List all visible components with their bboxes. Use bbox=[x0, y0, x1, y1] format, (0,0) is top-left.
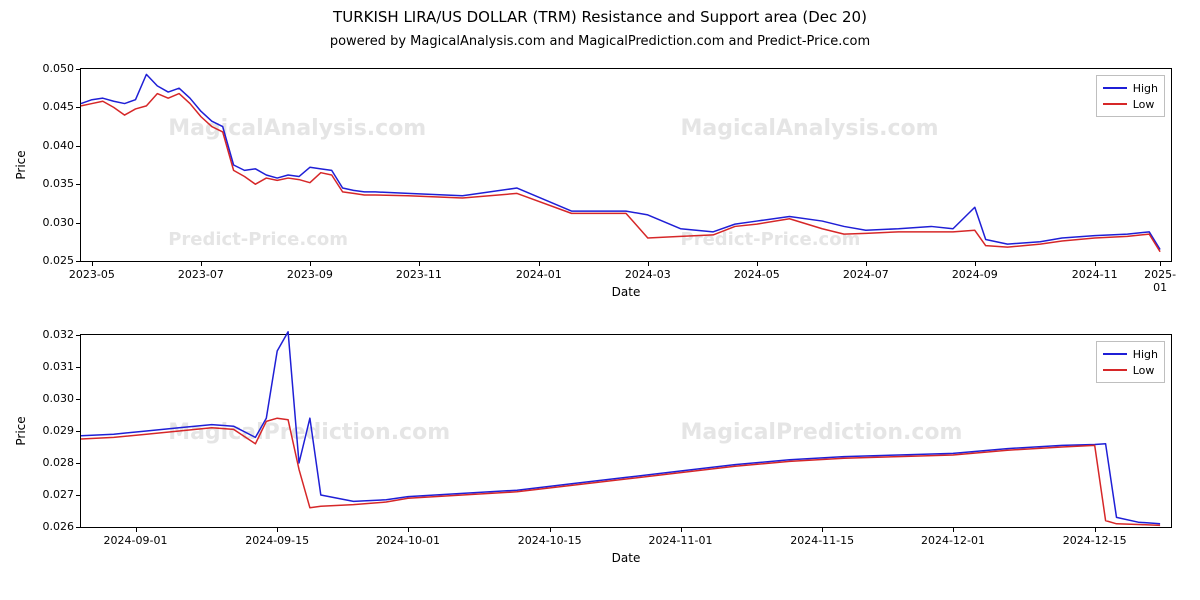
legend-line-icon bbox=[1103, 103, 1127, 105]
series-low bbox=[81, 418, 1160, 525]
xtick-mark bbox=[539, 261, 540, 266]
ytick-mark bbox=[76, 399, 81, 400]
xtick-mark bbox=[92, 261, 93, 266]
ytick-mark bbox=[76, 431, 81, 432]
xtick-label: 2024-10-01 bbox=[376, 534, 440, 547]
legend-item: High bbox=[1103, 346, 1158, 362]
legend-line-icon bbox=[1103, 369, 1127, 371]
xtick-label: 2024-01 bbox=[516, 268, 562, 281]
xtick-mark bbox=[1095, 261, 1096, 266]
ytick-label: 0.050 bbox=[26, 62, 74, 75]
ytick-mark bbox=[76, 335, 81, 336]
plot-area bbox=[81, 69, 1171, 261]
xtick-label: 2024-09-15 bbox=[245, 534, 309, 547]
xtick-mark bbox=[201, 261, 202, 266]
chart-title: TURKISH LIRA/US DOLLAR (TRM) Resistance … bbox=[0, 8, 1200, 26]
xtick-label: 2023-07 bbox=[178, 268, 224, 281]
xtick-mark bbox=[1160, 261, 1161, 266]
ytick-label: 0.045 bbox=[26, 100, 74, 113]
legend: High Low bbox=[1096, 341, 1165, 383]
plot-area bbox=[81, 335, 1171, 527]
xtick-label: 2023-11 bbox=[396, 268, 442, 281]
xtick-mark bbox=[681, 527, 682, 532]
xtick-label: 2023-05 bbox=[69, 268, 115, 281]
xtick-label: 2023-09 bbox=[287, 268, 333, 281]
xtick-label: 2024-09-01 bbox=[104, 534, 168, 547]
ytick-label: 0.035 bbox=[26, 177, 74, 190]
chart-subtitle: powered by MagicalAnalysis.com and Magic… bbox=[0, 34, 1200, 49]
xtick-label: 2024-12-15 bbox=[1063, 534, 1127, 547]
ytick-mark bbox=[76, 184, 81, 185]
ytick-label: 0.040 bbox=[26, 139, 74, 152]
ytick-mark bbox=[76, 463, 81, 464]
legend-item: High bbox=[1103, 80, 1158, 96]
legend-label: Low bbox=[1133, 364, 1155, 377]
chart-panel-top: MagicalAnalysis.comMagicalAnalysis.comPr… bbox=[80, 68, 1172, 262]
xtick-mark bbox=[866, 261, 867, 266]
series-low bbox=[81, 94, 1160, 252]
legend-line-icon bbox=[1103, 353, 1127, 355]
ytick-label: 0.027 bbox=[26, 488, 74, 501]
ytick-mark bbox=[76, 367, 81, 368]
ytick-mark bbox=[76, 146, 81, 147]
xtick-mark bbox=[408, 527, 409, 532]
xtick-label: 2024-11 bbox=[1072, 268, 1118, 281]
xtick-mark bbox=[953, 527, 954, 532]
ytick-mark bbox=[76, 107, 81, 108]
xtick-mark bbox=[822, 527, 823, 532]
ytick-mark bbox=[76, 69, 81, 70]
xtick-label: 2024-03 bbox=[625, 268, 671, 281]
ytick-mark bbox=[76, 261, 81, 262]
ytick-label: 0.028 bbox=[26, 456, 74, 469]
ytick-label: 0.026 bbox=[26, 520, 74, 533]
legend-label: High bbox=[1133, 348, 1158, 361]
xtick-label: 2024-10-15 bbox=[518, 534, 582, 547]
y-axis-label: Price bbox=[14, 416, 28, 445]
ytick-label: 0.031 bbox=[26, 360, 74, 373]
legend: High Low bbox=[1096, 75, 1165, 117]
ytick-mark bbox=[76, 223, 81, 224]
legend-item: Low bbox=[1103, 96, 1158, 112]
ytick-label: 0.030 bbox=[26, 216, 74, 229]
xtick-mark bbox=[277, 527, 278, 532]
ytick-label: 0.032 bbox=[26, 328, 74, 341]
xtick-mark bbox=[419, 261, 420, 266]
figure: TURKISH LIRA/US DOLLAR (TRM) Resistance … bbox=[0, 0, 1200, 600]
xtick-mark bbox=[1095, 527, 1096, 532]
series-high bbox=[81, 74, 1160, 249]
x-axis-label: Date bbox=[81, 551, 1171, 565]
xtick-label: 2024-11-15 bbox=[790, 534, 854, 547]
xtick-label: 2024-12-01 bbox=[921, 534, 985, 547]
ytick-mark bbox=[76, 495, 81, 496]
legend-label: Low bbox=[1133, 98, 1155, 111]
series-high bbox=[81, 332, 1160, 524]
ytick-mark bbox=[76, 527, 81, 528]
xtick-label: 2024-05 bbox=[734, 268, 780, 281]
xtick-label: 2024-09 bbox=[952, 268, 998, 281]
xtick-mark bbox=[648, 261, 649, 266]
xtick-label: 2024-11-01 bbox=[649, 534, 713, 547]
legend-line-icon bbox=[1103, 87, 1127, 89]
legend-label: High bbox=[1133, 82, 1158, 95]
xtick-mark bbox=[136, 527, 137, 532]
ytick-label: 0.025 bbox=[26, 254, 74, 267]
y-axis-label: Price bbox=[14, 150, 28, 179]
chart-panel-bottom: MagicalPrediction.comMagicalPrediction.c… bbox=[80, 334, 1172, 528]
xtick-label: 2024-07 bbox=[843, 268, 889, 281]
xtick-mark bbox=[550, 527, 551, 532]
xtick-mark bbox=[310, 261, 311, 266]
x-axis-label: Date bbox=[81, 285, 1171, 299]
ytick-label: 0.029 bbox=[26, 424, 74, 437]
xtick-mark bbox=[975, 261, 976, 266]
legend-item: Low bbox=[1103, 362, 1158, 378]
ytick-label: 0.030 bbox=[26, 392, 74, 405]
xtick-mark bbox=[757, 261, 758, 266]
